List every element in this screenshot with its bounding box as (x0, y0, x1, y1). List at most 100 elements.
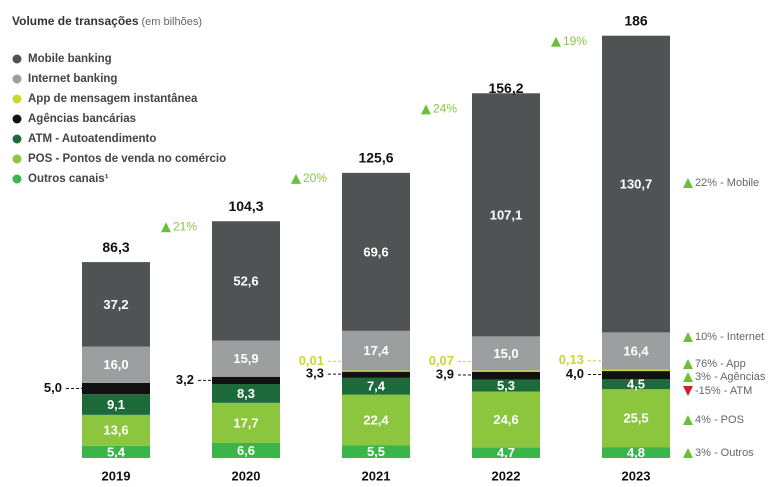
bar-segment (472, 391, 540, 448)
value-label: 4,0 (566, 366, 584, 381)
bar-segment (342, 377, 410, 395)
value-label: 4,5 (627, 377, 645, 392)
annotation-label: 22% - Mobile (695, 177, 759, 189)
bar-segment (82, 382, 150, 395)
legend-label: Agências bancárias (28, 113, 136, 125)
legend-swatch (12, 114, 22, 124)
total-label: 156,2 (488, 80, 523, 96)
value-label: 0,01 (299, 353, 324, 368)
bar-segment (342, 172, 410, 331)
value-label: 130,7 (620, 176, 653, 191)
bar-segment (602, 35, 670, 333)
value-label: 3,9 (436, 366, 454, 381)
subtitle: (em bilhões) (142, 16, 203, 28)
growth-arrow (551, 36, 561, 47)
value-label: 4,7 (497, 445, 515, 460)
bar-segment (602, 379, 670, 390)
growth-arrow (291, 173, 301, 184)
bar-segment (212, 340, 280, 377)
value-label: 16,0 (103, 357, 128, 372)
value-label: 25,5 (623, 411, 648, 426)
annotation-label: -15% - ATM (695, 385, 752, 397)
bar-segment (82, 346, 150, 383)
total-label: 104,3 (228, 198, 263, 214)
value-label: 5,4 (107, 444, 126, 459)
legend-label: POS - Pontos de venda no comércio (28, 153, 226, 165)
value-label: 3,2 (176, 372, 194, 387)
title: Volume de transações (12, 14, 139, 28)
legend-swatch (12, 134, 22, 144)
value-label: 24,6 (493, 412, 518, 427)
annotation-label: 4% - POS (695, 414, 744, 426)
annotation-arrow (683, 332, 693, 342)
value-label: 52,6 (233, 273, 258, 288)
value-label: 17,4 (363, 343, 389, 358)
legend-label: Internet banking (28, 73, 117, 85)
legend-label: ATM - Autoatendimento (28, 133, 156, 145)
total-label: 186 (624, 12, 648, 28)
legend-swatch (12, 54, 22, 64)
growth-label: 21% (173, 219, 197, 233)
annotation-arrow (683, 359, 693, 369)
growth-label: 24% (433, 102, 457, 116)
bar-segment (602, 369, 670, 380)
annotation-label: 3% - Outros (695, 447, 754, 459)
annotation-label: 76% - App (695, 358, 746, 370)
value-label: 0,07 (429, 353, 454, 368)
growth-arrow (161, 222, 171, 233)
bar-segment (472, 93, 540, 337)
value-label: 8,3 (237, 386, 255, 401)
annotation-arrow (683, 372, 693, 382)
x-tick-label: 2023 (622, 468, 651, 483)
x-tick-label: 2020 (232, 468, 261, 483)
total-label: 86,3 (102, 239, 129, 255)
legend-label: Outros canais¹ (28, 173, 109, 185)
bar-segment (602, 389, 670, 448)
value-label: 22,4 (363, 413, 389, 428)
growth-label: 19% (563, 34, 587, 48)
growth-label: 20% (303, 171, 327, 185)
bar-segment (472, 370, 540, 372)
annotation-label: 10% - Internet (695, 331, 764, 343)
bar-segment (212, 443, 280, 458)
bar-segment (342, 370, 410, 378)
value-label: 9,1 (107, 397, 125, 412)
value-label: 5,5 (367, 444, 385, 459)
annotation-arrow (683, 386, 693, 396)
value-label: 5,0 (44, 380, 62, 395)
x-tick-label: 2021 (362, 468, 391, 483)
value-label: 15,0 (493, 346, 518, 361)
bar-segment (342, 445, 410, 458)
value-label: 3,3 (306, 366, 324, 381)
bar-segment (212, 221, 280, 341)
x-tick-label: 2022 (492, 468, 521, 483)
legend-label: App de mensagem instantânea (28, 93, 198, 105)
total-label: 125,6 (358, 150, 393, 166)
bar-segment (472, 370, 540, 380)
value-label: 4,8 (627, 445, 645, 460)
value-label: 7,4 (367, 379, 386, 394)
value-label: 13,6 (103, 423, 128, 438)
growth-arrow (421, 104, 431, 115)
value-label: 69,6 (363, 244, 388, 259)
bar-segment (212, 376, 280, 384)
annotation-arrow (683, 415, 693, 425)
chart-title: Volume de transações (em bilhões) (12, 14, 202, 28)
bar-segment (342, 394, 410, 446)
bar-segment (472, 336, 540, 371)
bar-segment (602, 332, 670, 370)
legend-swatch (12, 94, 22, 104)
bar-segment (602, 447, 670, 458)
bar-segment (82, 445, 150, 458)
annotation-label: 3% - Agências (695, 371, 766, 383)
value-label: 16,4 (623, 343, 649, 358)
value-label: 107,1 (490, 207, 523, 222)
bar-segment (82, 262, 150, 347)
value-label: 0,13 (559, 352, 584, 367)
bar-segment (82, 394, 150, 415)
bar-segment (342, 330, 410, 371)
bar-segment (472, 379, 540, 392)
bar-segment (602, 369, 670, 372)
value-label: 6,6 (237, 443, 255, 458)
